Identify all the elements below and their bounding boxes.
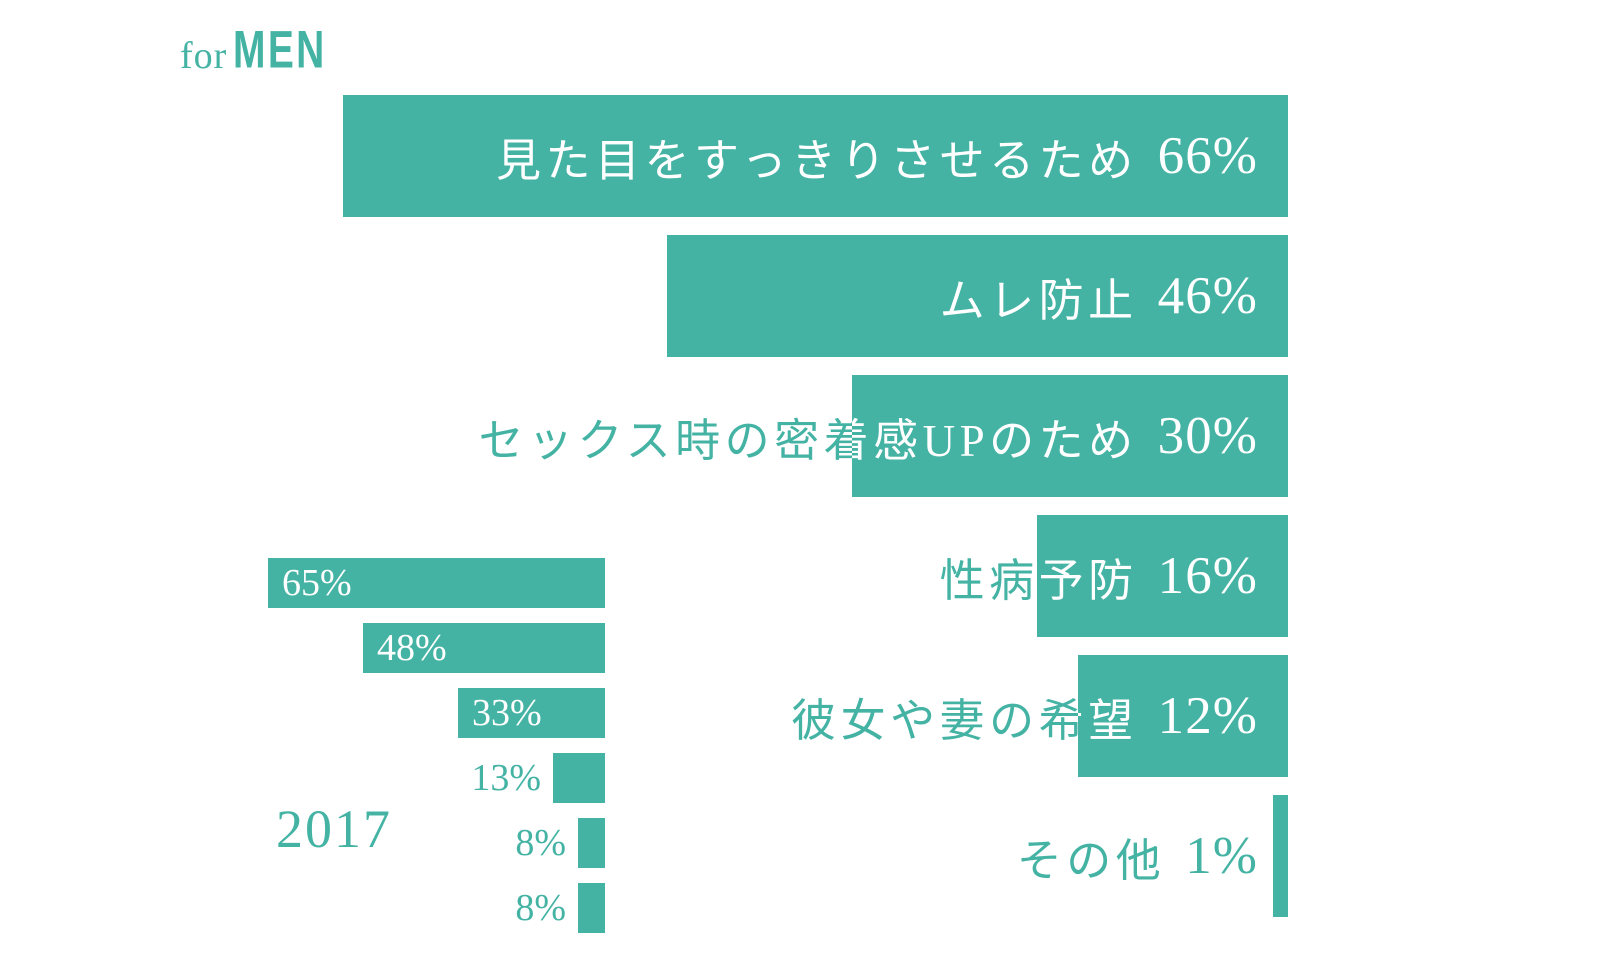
value-label: 65% (282, 562, 352, 604)
main-bar-row: 彼女や妻の希望 12% 彼女や妻の希望 12% (0, 655, 1288, 777)
title-prefix: for (180, 35, 228, 77)
value-label: 30% (1157, 407, 1258, 465)
bar-label: 性病予防 16% (939, 515, 1288, 637)
main-bar-row: 見た目をすっきりさせるため 66% 見た目をすっきりさせるため 66% (0, 95, 1288, 217)
mini-bar-row: 8% (260, 818, 605, 868)
value-label: 46% (1157, 267, 1258, 325)
value-label: 8% (515, 822, 566, 864)
bar (1078, 655, 1288, 777)
bar (578, 883, 605, 933)
category-label: セックス時の密着感UPのため (478, 415, 1138, 466)
bar (268, 558, 605, 608)
bar-label: 彼女や妻の希望 12% (791, 655, 1288, 777)
bar (1273, 795, 1288, 917)
value-label: 13% (471, 757, 541, 799)
bar (363, 623, 605, 673)
secondary-bar-chart-2017: 65% 48% 33% 13% 8% 8% (260, 558, 605, 948)
value-label: 66% (1157, 127, 1258, 185)
bar (458, 688, 605, 738)
title-main: MEN (233, 19, 327, 79)
bar (667, 235, 1288, 357)
bar-label: セックス時の密着感UPのため 30% (0, 375, 1288, 497)
main-bar-chart: 見た目をすっきりさせるため 66% 見た目をすっきりさせるため 66% ムレ防止 46% ム… (0, 95, 1288, 935)
bar-label: セックス時の密着感UPのため 30% (478, 375, 1288, 497)
main-bar-row: ムレ防止 46% ムレ防止 46% (0, 235, 1288, 357)
bar-label: 見た目をすっきりさせるため 66% (343, 95, 1288, 217)
bar (343, 95, 1288, 217)
value-label: 46% (1157, 267, 1258, 325)
category-label: 性病予防 (939, 555, 1138, 606)
category-label: 性病予防 (939, 555, 1138, 606)
main-bar-row: 性病予防 16% 性病予防 16% (0, 515, 1288, 637)
bar-label: 彼女や妻の希望 12% (0, 655, 1288, 777)
mini-bar-row: 33% (260, 688, 605, 738)
mini-bar-row: 65% (260, 558, 605, 608)
bar-label: ムレ防止 46% (667, 235, 1288, 357)
bar (1037, 515, 1288, 637)
bar (852, 375, 1288, 497)
value-label: 1% (1185, 827, 1258, 885)
year-label: 2017 (276, 799, 392, 859)
category-label: 見た目をすっきりさせるため (495, 135, 1138, 186)
value-label: 48% (377, 627, 447, 669)
mini-bar-row: 8% (260, 883, 605, 933)
category-label: 見た目をすっきりさせるため (495, 135, 1138, 186)
mini-bar-row: 13% (260, 753, 605, 803)
value-label: 16% (1157, 547, 1258, 605)
category-label: セックス時の密着感UPのため (478, 415, 1138, 466)
category-label: ムレ防止 (939, 275, 1138, 326)
category-label: 彼女や妻の希望 (791, 695, 1138, 746)
category-label: その他 (1016, 835, 1166, 886)
mini-bar-row: 48% (260, 623, 605, 673)
bar-label: ムレ防止 46% (0, 235, 1288, 357)
main-bar-row: その他 1% その他 1% (0, 795, 1288, 917)
bar (553, 753, 605, 803)
value-label: 8% (515, 887, 566, 929)
bar-label: その他 1% (0, 795, 1288, 917)
value-label: 33% (472, 692, 542, 734)
main-bar-row: セックス時の密着感UPのため 30% セックス時の密着感UPのため 30% (0, 375, 1288, 497)
category-label: 彼女や妻の希望 (791, 695, 1138, 746)
value-label: 30% (1157, 407, 1258, 465)
category-label: ムレ防止 (939, 275, 1138, 326)
value-label: 16% (1157, 547, 1258, 605)
chart-title: for MEN (180, 19, 353, 80)
bar (578, 818, 605, 868)
value-label: 12% (1157, 687, 1258, 745)
bar-label: 性病予防 16% (0, 515, 1288, 637)
bar-label: 見た目をすっきりさせるため 66% (0, 95, 1288, 217)
value-label: 66% (1157, 127, 1258, 185)
value-label: 12% (1157, 687, 1258, 745)
